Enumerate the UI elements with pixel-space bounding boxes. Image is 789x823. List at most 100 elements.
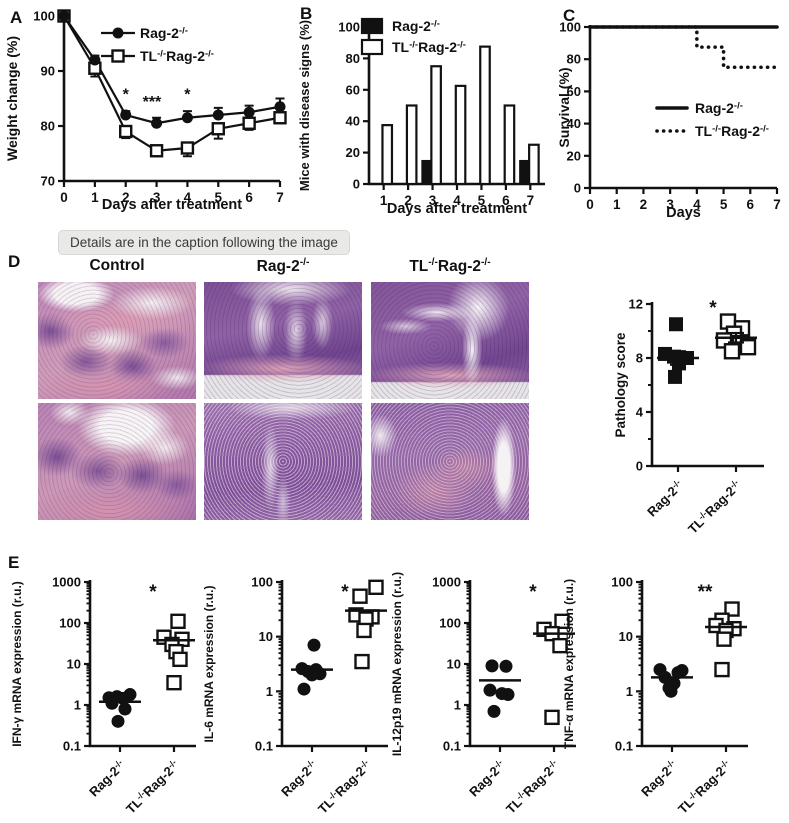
svg-text:Rag-2-/-: Rag-2-/- xyxy=(638,757,680,799)
survival-chart: 0 20 40 60 80 100 Survival (%) Days 0 1 2 3 4 5 6 7 Rag-… xyxy=(556,0,789,232)
svg-text:1: 1 xyxy=(266,684,273,699)
svg-text:7: 7 xyxy=(276,190,284,205)
svg-text:0: 0 xyxy=(60,190,68,205)
svg-text:TL-/-Rag-2-/-: TL-/-Rag-2-/- xyxy=(123,757,182,816)
histology-image-tlrag2-top xyxy=(371,282,529,399)
panel-label-b: B xyxy=(300,4,313,23)
svg-text:*: * xyxy=(123,87,130,104)
panel-label-a: A xyxy=(10,8,23,27)
tnf-alpha-expression-chart: 0.1 1 10 100 TNF-α mRNA expression (r.u.) Rag… xyxy=(560,560,760,823)
svg-text:Rag-2-/-: Rag-2-/- xyxy=(140,25,188,41)
svg-text:80: 80 xyxy=(567,52,581,67)
svg-text:1000: 1000 xyxy=(432,575,461,590)
svg-text:TL-/-Rag-2-/-: TL-/-Rag-2-/- xyxy=(685,477,744,536)
svg-text:20: 20 xyxy=(346,145,360,160)
svg-text:100: 100 xyxy=(439,616,461,631)
svg-text:10: 10 xyxy=(259,629,273,644)
svg-text:*: * xyxy=(529,582,537,603)
svg-text:20: 20 xyxy=(567,148,581,163)
svg-text:2: 2 xyxy=(404,193,412,208)
svg-text:IFN-γ mRNA expression (r.u.): IFN-γ mRNA expression (r.u.) xyxy=(10,581,24,747)
svg-text:4: 4 xyxy=(184,190,192,205)
panel-label-c: C xyxy=(563,6,576,25)
svg-text:80: 80 xyxy=(41,119,55,134)
svg-text:3: 3 xyxy=(153,190,161,205)
svg-text:60: 60 xyxy=(567,84,581,99)
svg-text:TL-/-Rag-2-/-: TL-/-Rag-2-/- xyxy=(315,757,374,816)
pathology-score-chart: 0 4 8 12 Pathology score Rag-2-/- TL-/-Rag-2-/… xyxy=(612,268,789,553)
svg-text:Mice with disease signs (%): Mice with disease signs (%) xyxy=(297,20,312,191)
svg-text:TL-/-Rag-2-/-: TL-/-Rag-2-/- xyxy=(140,48,214,64)
svg-text:*: * xyxy=(184,87,191,104)
svg-text:8: 8 xyxy=(636,351,643,366)
svg-text:Rag-2-/-: Rag-2-/- xyxy=(466,757,508,799)
svg-text:60: 60 xyxy=(346,82,360,97)
histology-image-control-top xyxy=(38,282,196,399)
svg-text:10: 10 xyxy=(447,657,461,672)
svg-text:Pathology score: Pathology score xyxy=(613,332,628,438)
svg-text:5: 5 xyxy=(478,193,486,208)
svg-text:TL-/-Rag-2-/-: TL-/-Rag-2-/- xyxy=(503,757,562,816)
svg-text:*: * xyxy=(341,582,349,603)
svg-text:0.1: 0.1 xyxy=(443,739,461,754)
svg-text:Days: Days xyxy=(666,205,701,221)
svg-text:0: 0 xyxy=(574,181,581,196)
svg-text:1: 1 xyxy=(613,197,621,212)
histology-image-rag2-top xyxy=(204,282,362,399)
svg-text:TL-/-Rag-2-/-: TL-/-Rag-2-/- xyxy=(675,757,734,816)
svg-text:IL-12p19 mRNA expression (r.u.: IL-12p19 mRNA expression (r.u.) xyxy=(390,572,404,756)
svg-text:1: 1 xyxy=(74,698,81,713)
svg-text:2: 2 xyxy=(640,197,648,212)
il12p19-expression-chart: 0.1 1 10 100 1000 IL-12p19 mRNA expression (r… xyxy=(388,560,588,823)
svg-text:IL-6 mRNA expression (r.u.): IL-6 mRNA expression (r.u.) xyxy=(202,586,216,743)
svg-text:7: 7 xyxy=(773,197,781,212)
svg-text:1000: 1000 xyxy=(52,575,81,590)
tnf-svg: 0.1 1 10 100 TNF-α mRNA expression (r.u.) Rag… xyxy=(562,575,748,817)
svg-text:6: 6 xyxy=(245,190,253,205)
svg-text:100: 100 xyxy=(59,616,81,631)
svg-text:6: 6 xyxy=(747,197,755,212)
caption-tooltip: Details are in the caption following the… xyxy=(58,230,350,255)
ifn-gamma-expression-chart: 0.1 1 10 100 1000 IFN-γ mRNA expression (r.u.… xyxy=(8,560,208,823)
svg-text:0.1: 0.1 xyxy=(615,739,633,754)
svg-text:Rag-2-/-: Rag-2-/- xyxy=(278,757,320,799)
svg-text:Days after treatment: Days after treatment xyxy=(387,201,527,217)
svg-text:6: 6 xyxy=(502,193,510,208)
svg-text:100: 100 xyxy=(33,9,55,24)
disease-svg: 0 20 40 60 80 100 Mice with disease signs (%) D… xyxy=(297,17,545,217)
disease-signs-chart: 0 20 40 60 80 100 Mice with disease signs (%) D… xyxy=(295,0,557,232)
svg-text:*: * xyxy=(709,298,717,319)
svg-text:100: 100 xyxy=(611,575,633,590)
svg-text:4: 4 xyxy=(636,405,644,420)
pathology-svg: 0 4 8 12 Pathology score Rag-2-/-TL-/-Rag-2-/… xyxy=(613,297,764,537)
svg-text:5: 5 xyxy=(720,197,728,212)
svg-text:4: 4 xyxy=(453,193,461,208)
svg-text:*: * xyxy=(149,582,157,603)
svg-text:100: 100 xyxy=(251,575,273,590)
weight-change-chart: 70 80 90 100 Weight change (%) Days after tre… xyxy=(0,0,295,232)
svg-text:0.1: 0.1 xyxy=(63,739,81,754)
svg-text:70: 70 xyxy=(41,174,55,189)
svg-text:Rag-2-/-: Rag-2-/- xyxy=(86,757,128,799)
svg-text:1: 1 xyxy=(91,190,99,205)
svg-text:100: 100 xyxy=(559,20,581,35)
svg-text:TL-/-Rag-2-/-: TL-/-Rag-2-/- xyxy=(392,39,466,55)
svg-text:5: 5 xyxy=(215,190,223,205)
svg-text:**: ** xyxy=(698,582,713,603)
svg-text:3: 3 xyxy=(429,193,437,208)
svg-text:2: 2 xyxy=(122,190,130,205)
svg-text:10: 10 xyxy=(619,629,633,644)
panel-label-e: E xyxy=(8,553,20,572)
svg-text:1: 1 xyxy=(626,684,633,699)
svg-text:0: 0 xyxy=(353,177,360,192)
histology-column-header-tlrag2: TL-/-Rag-2-/- xyxy=(409,257,491,276)
svg-text:80: 80 xyxy=(346,51,360,66)
svg-text:1: 1 xyxy=(380,193,388,208)
svg-text:Rag-2-/-: Rag-2-/- xyxy=(392,18,440,34)
svg-text:TNF-α mRNA expression (r.u.): TNF-α mRNA expression (r.u.) xyxy=(562,579,576,749)
svg-text:7: 7 xyxy=(527,193,535,208)
svg-text:1: 1 xyxy=(454,698,461,713)
histology-image-rag2-bottom xyxy=(204,403,362,520)
